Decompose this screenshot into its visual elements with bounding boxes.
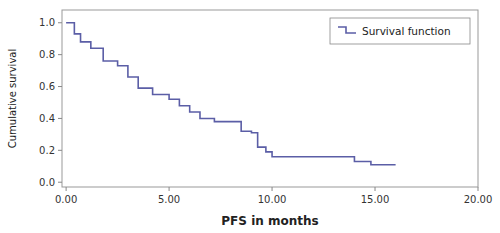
y-tick [58, 54, 62, 55]
x-axis-label: PFS in months [221, 214, 318, 228]
y-tick-label: 0.6 [39, 81, 55, 92]
legend-frame [330, 18, 470, 44]
y-tick [58, 150, 62, 151]
x-tick [478, 187, 479, 191]
x-tick-label: 5.00 [158, 194, 180, 205]
y-tick [58, 86, 62, 87]
chart: 0.00 5.00 10.00 15.00 20.00 0.0 0.2 0.4 0.6 0.8 1.… [0, 0, 500, 233]
legend-label: Survival function [362, 25, 451, 37]
y-tick-label: 0.0 [39, 177, 55, 188]
y-tick [58, 118, 62, 119]
x-tick [272, 187, 273, 191]
legend-handle [338, 27, 356, 33]
y-tick-label: 0.2 [39, 145, 55, 156]
x-tick-label: 10.00 [258, 194, 287, 205]
plot-frame [62, 10, 478, 187]
x-tick-label: 15.00 [361, 194, 390, 205]
y-tick-label: 1.0 [39, 17, 55, 28]
x-tick-label: 20.00 [464, 194, 493, 205]
x-tick-label: 0.00 [55, 194, 77, 205]
y-axis-label: Cumulative survival [7, 49, 18, 148]
y-tick [58, 22, 62, 23]
x-tick [169, 187, 170, 191]
y-tick [58, 182, 62, 183]
x-tick [375, 187, 376, 191]
x-tick [66, 187, 67, 191]
y-tick-label: 0.4 [39, 113, 55, 124]
y-tick-label: 0.8 [39, 49, 55, 60]
legend: Survival function [330, 18, 470, 44]
